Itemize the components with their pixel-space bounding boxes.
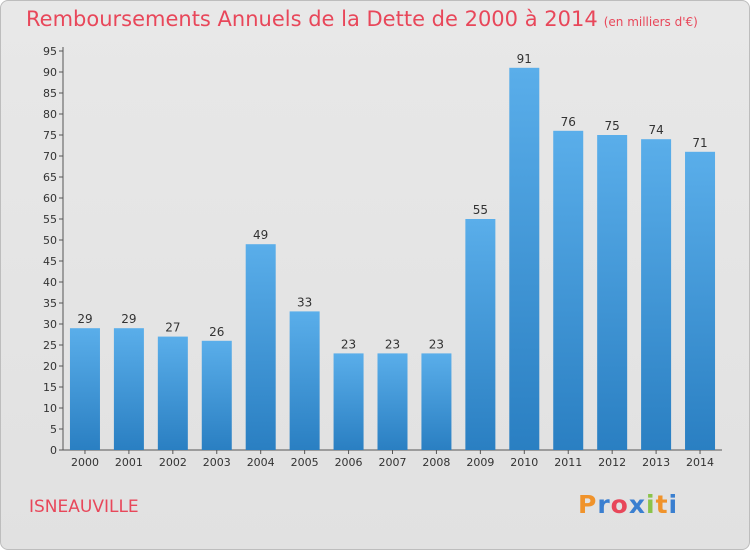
x-tick-label: 2012 [598, 456, 626, 469]
y-tick-label: 70 [43, 150, 57, 163]
y-tick-label: 5 [50, 423, 57, 436]
chart-subtitle: (en milliers d'€) [603, 15, 698, 29]
x-tick-label: 2000 [71, 456, 99, 469]
brand-letter: o [610, 490, 629, 519]
data-label: 29 [77, 312, 92, 326]
data-label: 55 [473, 203, 488, 217]
y-tick-label: 50 [43, 234, 57, 247]
data-label: 49 [253, 228, 268, 242]
data-label: 75 [605, 119, 620, 133]
data-label: 26 [209, 325, 224, 339]
bar [157, 336, 188, 450]
x-tick-label: 2005 [291, 456, 319, 469]
data-label: 76 [561, 115, 576, 129]
y-tick-label: 15 [43, 381, 57, 394]
x-tick-label: 2011 [554, 456, 582, 469]
y-tick-label: 65 [43, 171, 57, 184]
x-tick-label: 2002 [159, 456, 187, 469]
y-tick-label: 80 [43, 108, 57, 121]
bar [597, 135, 628, 450]
bar [245, 244, 276, 450]
bar [377, 353, 408, 450]
bar [69, 328, 100, 450]
x-tick-label: 2004 [247, 456, 275, 469]
y-tick-label: 55 [43, 213, 57, 226]
chart-title: Remboursements Annuels de la Dette de 20… [26, 7, 698, 31]
y-tick-label: 30 [43, 318, 57, 331]
brand-letter: t [655, 490, 669, 519]
city-name: ISNEAUVILLE [29, 497, 139, 517]
brand-letter: i [668, 490, 679, 519]
data-label: 23 [385, 337, 400, 351]
brand-letter: x [628, 490, 646, 519]
x-tick-label: 2009 [466, 456, 494, 469]
data-label: 27 [165, 321, 180, 335]
x-tick-label: 2014 [686, 456, 714, 469]
y-tick-label: 85 [43, 87, 57, 100]
y-tick-label: 75 [43, 129, 57, 142]
bar [421, 353, 452, 450]
bar [509, 67, 540, 451]
bar [333, 353, 364, 450]
bar [289, 311, 320, 450]
bar [201, 340, 232, 450]
x-tick-label: 2013 [642, 456, 670, 469]
bar [641, 139, 672, 450]
x-tick-label: 2007 [379, 456, 407, 469]
proxiti-logo: Proxiti [578, 490, 678, 519]
x-tick-label: 2003 [203, 456, 231, 469]
data-label: 71 [692, 136, 707, 150]
brand-letter: r [597, 490, 611, 519]
data-label: 23 [429, 337, 444, 351]
y-tick-label: 95 [43, 45, 57, 58]
y-tick-label: 90 [43, 66, 57, 79]
y-tick-label: 10 [43, 402, 57, 415]
data-label: 74 [648, 123, 663, 137]
y-tick-label: 20 [43, 360, 57, 373]
data-label: 91 [517, 52, 532, 66]
bar [113, 328, 144, 450]
x-tick-label: 2010 [510, 456, 538, 469]
x-tick-label: 2008 [422, 456, 450, 469]
bar [553, 130, 584, 451]
y-tick-label: 35 [43, 297, 57, 310]
chart-title-text: Remboursements Annuels de la Dette de 20… [26, 7, 598, 31]
data-label: 23 [341, 337, 356, 351]
y-tick-label: 40 [43, 276, 57, 289]
bar [685, 151, 716, 451]
y-tick-label: 45 [43, 255, 57, 268]
y-tick-label: 60 [43, 192, 57, 205]
y-tick-label: 0 [50, 444, 57, 457]
brand-letter: i [646, 490, 656, 519]
bar [465, 219, 496, 450]
x-tick-label: 2006 [335, 456, 363, 469]
data-label: 29 [121, 312, 136, 326]
y-tick-label: 25 [43, 339, 57, 352]
brand-letter: P [578, 490, 598, 519]
data-label: 33 [297, 295, 312, 309]
x-tick-label: 2001 [115, 456, 143, 469]
